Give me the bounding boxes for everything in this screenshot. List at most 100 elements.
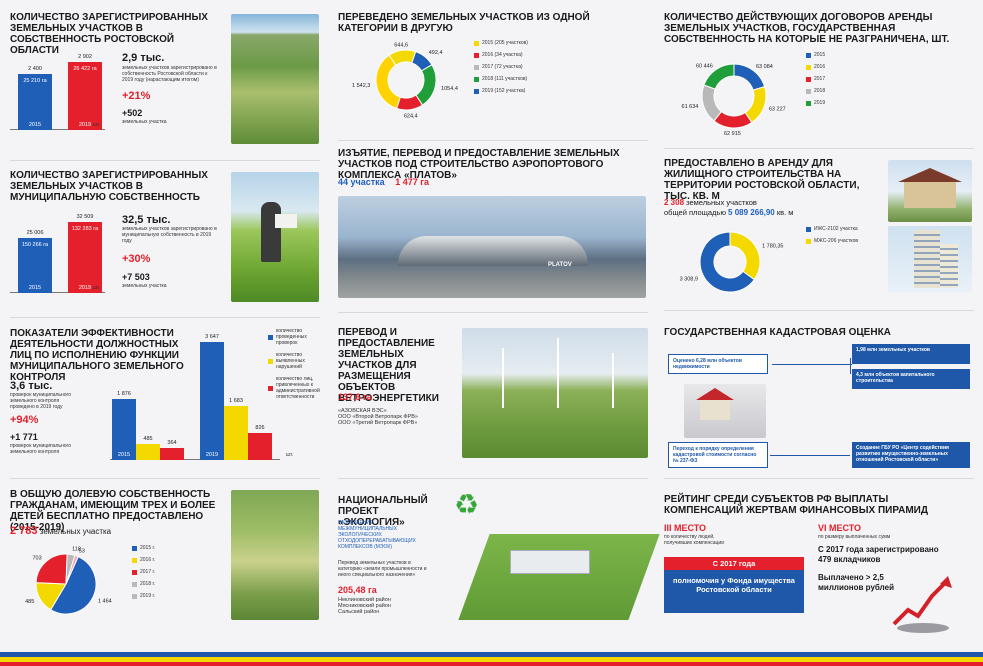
s4-legend-swatch <box>132 557 137 563</box>
s5-slice-label: 492,4 <box>429 50 443 56</box>
s7-area: 137,6 га <box>338 392 372 402</box>
s9-pie-chart: 63 084 63 227 62 915 61 634 60 446 <box>682 63 786 137</box>
s11-arrow <box>770 455 850 456</box>
s2-bar-top-label: 25 006 <box>26 230 44 236</box>
s12-since: С 2017 года <box>664 557 804 570</box>
s6-stats: 44 участка 1 477 га <box>338 177 429 187</box>
s10-legend-label: МЖС-206 участков <box>814 238 859 244</box>
s1-stat: 2,9 тыс. <box>122 52 165 64</box>
s2-stat-desc: земельных участков зарегистрировано в му… <box>122 226 217 244</box>
s3-bar-year: 2015 <box>117 452 131 458</box>
s9-legend-item: 2018 <box>806 88 846 94</box>
s5-legend-item: 2017 (72 участка) <box>474 64 554 70</box>
s4-legend-swatch <box>132 581 137 587</box>
growth-chart-icon <box>890 574 956 634</box>
s11-box-evaluated: Оценено 6,28 млн объектов недвижимости <box>668 354 768 374</box>
s10-legend: ИЖС-2102 участка МЖС-206 участков <box>806 226 862 250</box>
s12-title: РЕЙТИНГ СРЕДИ СУБЪЕКТОВ РФ ВЫПЛАТЫ КОМПЕ… <box>664 494 928 516</box>
s9-legend-label: 2017 <box>814 76 826 82</box>
s5-legend: 2015 (205 участков) 2016 (34 участка) 2017… <box>474 40 554 100</box>
s5-pie-chart: 644,6 492,4 1054,4 624,4 1 542,3 <box>352 42 458 120</box>
s9-legend-swatch <box>806 100 811 106</box>
s10-count-row: 2 308 земельных участков <box>664 198 757 207</box>
s10-slice-1 <box>699 231 755 293</box>
s9-title: КОЛИЧЕСТВО ДЕЙСТВУЮЩИХ ДОГОВОРОВ АРЕНДЫ … <box>664 12 950 45</box>
s2-bar-2019: 32 509 132 283 га 2019 <box>68 214 102 293</box>
s3-bar-2015-0: 1 876 2015 <box>112 391 136 460</box>
s4-legend-item: 2015 г. <box>132 545 192 551</box>
s9-legend-label: 2015 <box>814 52 826 58</box>
s4-slice-2 <box>35 553 68 585</box>
s5-slice-label: 1 542,3 <box>352 83 370 89</box>
photo-eco-complex: ♻ <box>450 490 660 626</box>
s2-bar-2015: 25 006 150 266 га 2015 <box>18 230 52 293</box>
s12-place2: VI МЕСТО <box>818 523 862 533</box>
s4-legend-label: 2016 г. <box>140 557 156 563</box>
s8-desc: РАЗМЕЩЕНИЕ МЕЖМУНИЦИПАЛЬНЫХ ЭКОЛОГИЧЕСКИ… <box>338 520 416 550</box>
flag-stripe-yellow <box>0 657 983 662</box>
s10-area-row: общей площадью 5 089 266,90 кв. м <box>664 208 793 217</box>
s4-slice-label: 485 <box>25 599 34 605</box>
s3-bar-2015-2: 364 <box>160 440 184 460</box>
s9-legend-item: 2019 <box>806 100 846 106</box>
s3-legend-label: количество выявленных нарушений <box>276 352 305 370</box>
s4-legend-swatch <box>132 569 137 575</box>
s3-bar-label: 1 876 <box>117 391 131 397</box>
s5-legend-item: 2016 (34 участка) <box>474 52 554 58</box>
s4-slice-label: 53 <box>79 548 85 554</box>
s9-legend: 2015 2016 2017 2018 2019 <box>806 52 846 112</box>
s8-district: Неклиновский район <box>338 597 391 603</box>
s4-legend-item: 2018 г. <box>132 581 192 587</box>
s1-pct: +21% <box>122 90 151 102</box>
s2-bar-year: 2019 <box>78 285 92 291</box>
s5-slice-label: 624,4 <box>404 114 418 120</box>
flag-stripe-blue <box>0 652 983 657</box>
s3-legend-item: количество проведенных проверок <box>268 328 328 346</box>
s5-legend-label: 2017 (72 участка) <box>482 64 523 70</box>
s1-stat-desc: земельных участков зарегистрировано в со… <box>122 65 217 83</box>
s9-legend-label: 2019 <box>814 100 826 106</box>
s9-legend-swatch <box>806 88 811 94</box>
s10-area: 5 089 266,90 <box>728 208 775 217</box>
s4-legend-swatch <box>132 545 137 551</box>
s1-bar-top-label: 2 400 <box>28 66 42 72</box>
photo-cadastre-house <box>684 384 766 438</box>
s4-legend-label: 2017 г. <box>140 569 156 575</box>
s4-legend-item: 2017 г. <box>132 569 192 575</box>
s4-legend-label: 2015 г. <box>140 545 156 551</box>
s1-bar-inner-label: 25 210 га <box>23 78 47 84</box>
s5-legend-label: 2019 (152 участка) <box>482 88 526 94</box>
s8-district: Мясниковский район <box>338 603 391 609</box>
s4-legend-label: 2018 г. <box>140 581 156 587</box>
s10-legend-item: ИЖС-2102 участка <box>806 226 862 232</box>
s4-slice-label: 118 <box>72 547 81 553</box>
s3-legend-swatch <box>268 385 273 391</box>
s9-legend-swatch <box>806 64 811 70</box>
s4-legend-item: 2016 г. <box>132 557 192 563</box>
s2-title: КОЛИЧЕСТВО ЗАРЕГИСТРИРОВАННЫХ ЗЕМЕЛЬНЫХ … <box>10 170 208 203</box>
s3-legend-label: количество проведенных проверок <box>276 328 307 346</box>
s12-place2-desc: по размеру выплаченных сумм <box>818 534 891 540</box>
s2-bar-inner-label: 150 266 га <box>21 242 49 248</box>
s3-bar-label: 3 647 <box>205 334 219 340</box>
s5-legend-item: 2019 (152 участка) <box>474 88 554 94</box>
s12-place1-desc: по количеству людей, получивших компенса… <box>664 534 724 546</box>
s3-legend-label: количество лиц, привлеченных к администр… <box>276 376 320 400</box>
s9-legend-label: 2018 <box>814 88 826 94</box>
flag-stripe-red <box>0 662 983 666</box>
s5-slice-4 <box>375 54 402 110</box>
s2-plus-desc: земельных участка <box>122 283 167 289</box>
s3-legend-item: количество лиц, привлеченных к администр… <box>268 376 328 400</box>
photo-wind-turbines <box>462 328 648 458</box>
s9-slice-label: 60 446 <box>696 64 713 70</box>
s3-bar-2019-0: 3 647 2019 <box>200 334 224 460</box>
s11-box-capital: 4,3 млн объектов капитального строительс… <box>852 369 970 389</box>
s10-area-label: общей площадью <box>664 208 726 217</box>
s3-bar-year: 2019 <box>205 452 219 458</box>
photo-airport-platov: PLATOV <box>338 196 646 298</box>
s5-legend-label: 2015 (205 участков) <box>482 40 528 46</box>
s2-plus: +7 503 <box>122 272 150 282</box>
s4-slice-4 <box>65 554 79 585</box>
s3-chart: 1 876 2015 485 364 3 647 2019 1 683 826 <box>110 330 280 460</box>
